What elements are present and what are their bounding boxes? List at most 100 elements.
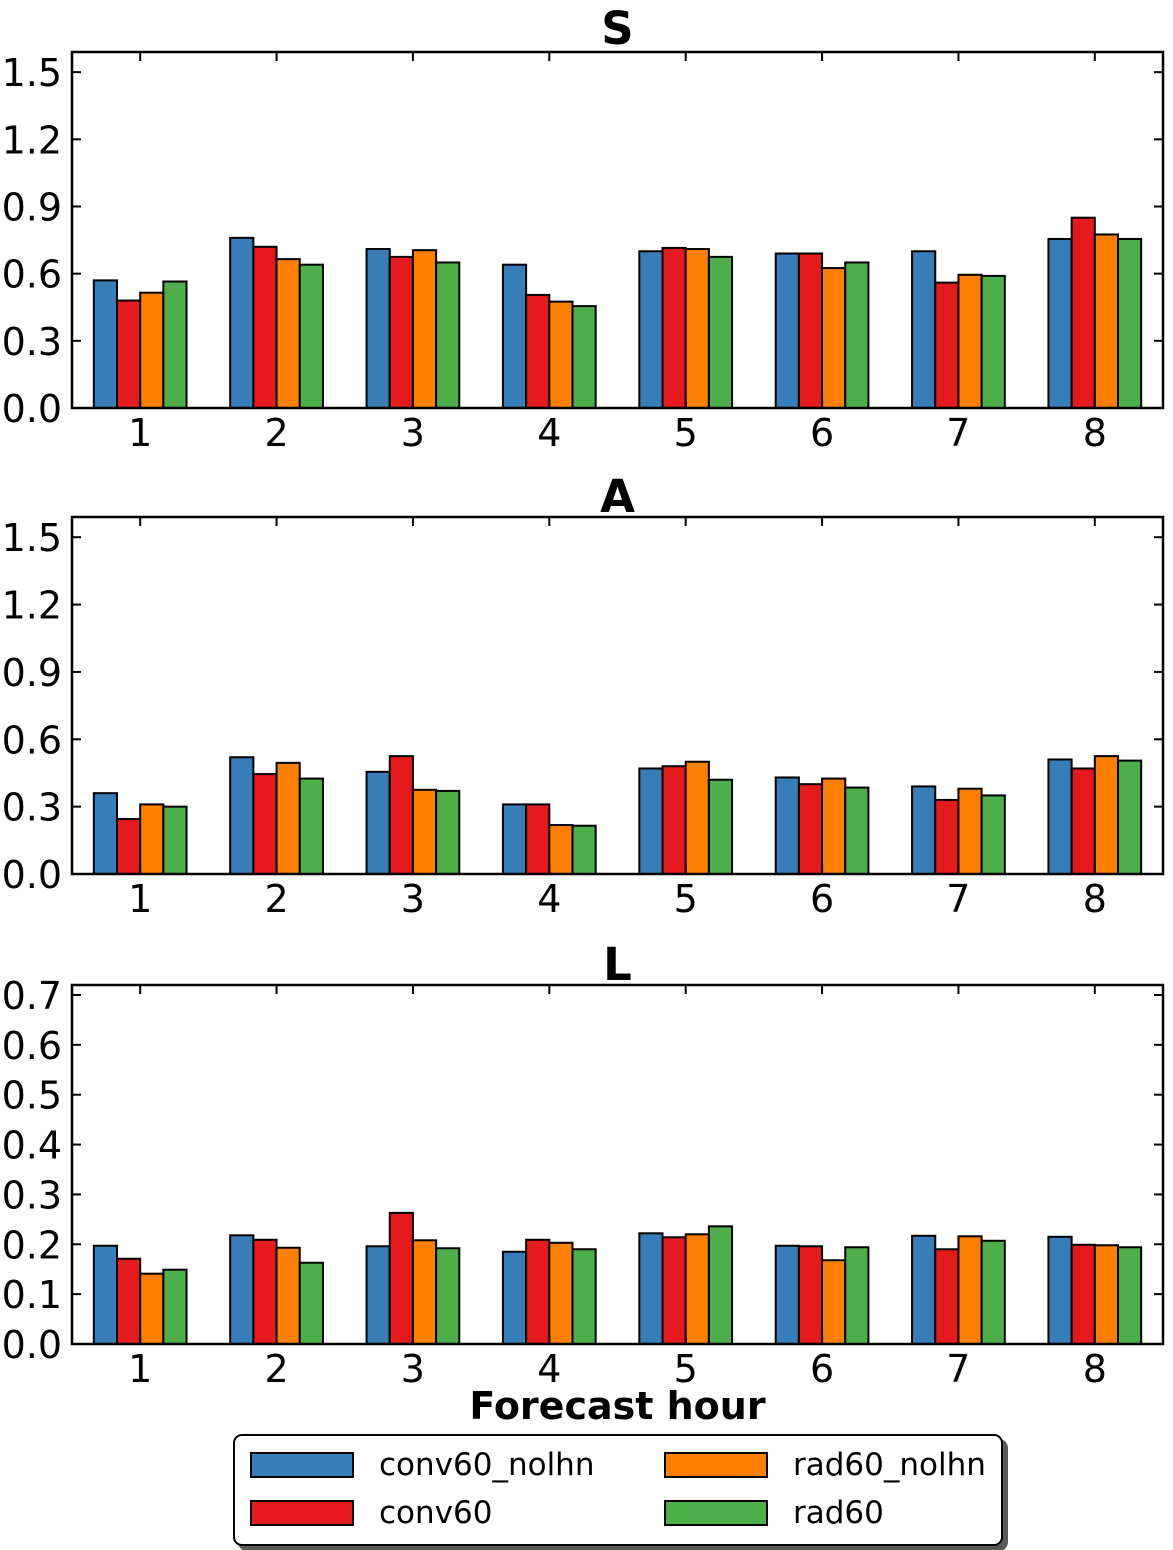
bar-rad60-h2 <box>298 1261 324 1346</box>
bar-conv60-h5 <box>661 765 687 876</box>
x-tick-label: 8 <box>1083 877 1107 921</box>
legend-label-rad60: rad60 <box>793 1495 884 1531</box>
x-tick-label: 1 <box>128 1347 152 1387</box>
bar-conv60_nolhn-h6 <box>774 776 800 876</box>
y-tick-label: 0.0 <box>2 853 62 897</box>
x-tick-label: 4 <box>537 1347 561 1387</box>
bar-rad60-h5 <box>707 778 734 876</box>
x-tick-label: 5 <box>674 1347 698 1387</box>
legend-item-conv60: conv60 <box>250 1496 492 1530</box>
x-tick-label: 4 <box>537 411 561 455</box>
bar-conv60_nolhn-h4 <box>501 263 528 410</box>
bar-rad60_nolhn-h8 <box>1093 755 1119 875</box>
bar-conv60_nolhn-h8 <box>1047 237 1073 409</box>
bar-rad60-h3 <box>435 789 461 876</box>
bar-rad60_nolhn-h1 <box>139 803 165 875</box>
y-tick-label: 0.9 <box>2 651 62 695</box>
chart-s: 0.0 0.3 0.6 0.9 1.2 1.5 1 2 3 4 5 6 7 8 <box>2 50 1165 455</box>
x-tick-label: 6 <box>810 1347 834 1387</box>
bar-conv60-h2 <box>252 773 278 875</box>
bar-conv60_nolhn-h7 <box>911 785 937 875</box>
x-tick-label: 8 <box>1083 1347 1107 1387</box>
bar-conv60-h2 <box>252 245 278 409</box>
bar-conv60-h3 <box>388 255 414 409</box>
bar-rad60_nolhn-h5 <box>684 1233 710 1345</box>
bar-conv60-h7 <box>934 281 960 409</box>
bar-rad60-h6 <box>844 786 870 875</box>
bar-conv60_nolhn-h4 <box>501 803 528 875</box>
bar-conv60-h1 <box>116 1257 142 1345</box>
bar-conv60_nolhn-h3 <box>365 1245 391 1345</box>
bar-conv60_nolhn-h7 <box>911 250 937 409</box>
bar-conv60-h5 <box>661 1236 687 1345</box>
bar-conv60_nolhn-h8 <box>1047 1235 1073 1345</box>
x-tick-label: 2 <box>265 411 289 455</box>
y-tick-label: 0.3 <box>2 320 62 364</box>
bar-rad60_nolhn-h3 <box>411 788 438 875</box>
y-tick-label: 0.7 <box>2 974 62 1018</box>
bar-rad60-h8 <box>1117 237 1143 409</box>
bar-conv60_nolhn-h2 <box>229 756 255 875</box>
bar-rad60_nolhn-h3 <box>411 249 438 409</box>
bar-conv60-h8 <box>1070 767 1096 875</box>
bar-rad60_nolhn-h5 <box>684 248 710 409</box>
y-tick-label: 0.6 <box>2 1024 62 1068</box>
legend-swatch-conv60 <box>250 1500 354 1526</box>
bar-rad60-h1 <box>162 1268 188 1345</box>
legend-swatch-rad60 <box>664 1500 768 1526</box>
bar-rad60_nolhn-h8 <box>1093 1244 1119 1345</box>
bar-conv60_nolhn-h3 <box>365 770 391 875</box>
bar-conv60-h3 <box>388 1211 414 1345</box>
legend-item-rad60_nolhn: rad60_nolhn <box>664 1448 986 1482</box>
y-tick-label: 0.9 <box>2 186 62 230</box>
x-tick-label: 7 <box>946 1347 970 1387</box>
bar-rad60_nolhn-h7 <box>957 787 983 875</box>
bar-rad60_nolhn-h2 <box>275 1246 301 1345</box>
y-tick-label: 1.5 <box>2 51 62 95</box>
bar-rad60-h3 <box>435 261 461 409</box>
bar-conv60-h8 <box>1070 216 1096 409</box>
x-tick-label: 3 <box>401 411 425 455</box>
x-tick-label: 3 <box>401 877 425 921</box>
bar-conv60-h1 <box>116 299 142 409</box>
axes-frame <box>70 983 1165 1346</box>
x-tick-label: 1 <box>128 411 152 455</box>
bar-rad60-h6 <box>844 261 870 409</box>
bar-conv60_nolhn-h1 <box>92 792 118 876</box>
bar-conv60_nolhn-h8 <box>1047 758 1073 875</box>
x-axis-label: Forecast hour <box>469 1384 766 1428</box>
y-tick-label: 0.3 <box>2 786 62 830</box>
bar-conv60_nolhn-h6 <box>774 1244 800 1345</box>
x-tick-label: 7 <box>946 411 970 455</box>
y-tick-label: 1.5 <box>2 516 62 560</box>
x-tick-label: 2 <box>265 1347 289 1387</box>
bar-conv60-h6 <box>797 783 824 875</box>
bar-rad60-h7 <box>980 1239 1006 1346</box>
bar-rad60-h6 <box>844 1246 870 1345</box>
bar-conv60_nolhn-h1 <box>92 1244 118 1345</box>
bar-rad60-h5 <box>707 255 734 409</box>
bar-conv60-h1 <box>116 817 142 875</box>
bar-rad60_nolhn-h8 <box>1093 233 1119 409</box>
legend-label-rad60_nolhn: rad60_nolhn <box>793 1447 986 1483</box>
bar-rad60-h3 <box>435 1247 461 1345</box>
bar-rad60_nolhn-h5 <box>684 760 710 875</box>
bar-conv60-h7 <box>934 1248 960 1346</box>
bar-rad60_nolhn-h7 <box>957 273 983 409</box>
x-tick-label: 5 <box>674 411 698 455</box>
x-tick-label: 4 <box>537 877 561 921</box>
bar-conv60-h7 <box>934 798 960 875</box>
bar-conv60_nolhn-h2 <box>229 1234 255 1345</box>
bar-conv60_nolhn-h3 <box>365 248 391 409</box>
bar-rad60-h8 <box>1117 759 1143 875</box>
bar-rad60_nolhn-h1 <box>139 291 165 409</box>
x-tick-label: 5 <box>674 877 698 921</box>
bar-rad60-h2 <box>298 263 324 410</box>
bar-conv60-h3 <box>388 755 414 875</box>
bar-conv60-h5 <box>661 246 687 409</box>
bar-rad60-h4 <box>571 305 597 410</box>
y-tick-label: 1.2 <box>2 584 62 628</box>
chart-title-a: A <box>600 470 635 523</box>
bar-rad60_nolhn-h4 <box>548 824 574 875</box>
